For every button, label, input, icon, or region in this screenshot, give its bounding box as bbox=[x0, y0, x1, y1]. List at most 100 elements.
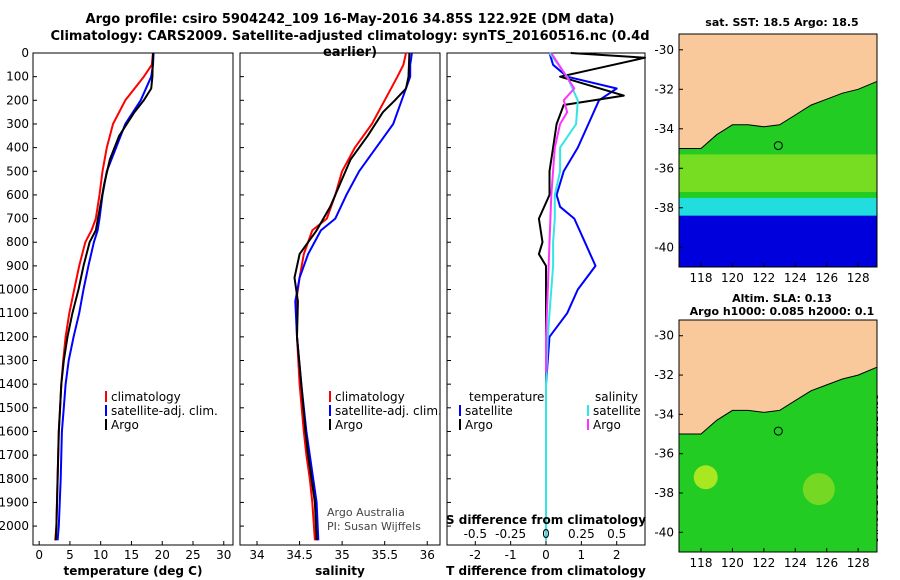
x2-tick-label: -0.25 bbox=[495, 527, 526, 541]
x-tick-label: 0 bbox=[542, 548, 550, 562]
sst-lon-label: 120 bbox=[721, 271, 744, 285]
legend-salinity-heading: salinity bbox=[595, 390, 638, 404]
legend-argo-0-label: Argo bbox=[111, 418, 139, 432]
legend-argo-1-swatch bbox=[329, 419, 331, 430]
x-tick-label: 35.5 bbox=[371, 548, 398, 562]
legend-temperature-heading: temperature bbox=[469, 390, 544, 404]
chart-title-line1: Argo profile: csiro 5904242_109 16-May-2… bbox=[85, 12, 615, 27]
x-tick-label: -1 bbox=[505, 548, 517, 562]
legend-argo-1-label: Argo bbox=[335, 418, 363, 432]
sst-map-frame bbox=[678, 33, 878, 268]
x-tick-label: 2 bbox=[613, 548, 621, 562]
legend-satellite-0-swatch bbox=[105, 405, 107, 416]
sla-map-title-1: Altim. SLA: 0.13 bbox=[732, 292, 832, 305]
sla-lat-label: -40 bbox=[654, 525, 674, 539]
legend-sal-satellite-swatch bbox=[587, 405, 589, 416]
sla-lon-label: 118 bbox=[690, 556, 713, 570]
x-axis-label: T difference from climatology bbox=[446, 564, 646, 578]
x-tick-label: 35 bbox=[334, 548, 349, 562]
sst-warm-band bbox=[679, 154, 877, 192]
y-tick-label: 1800 bbox=[0, 472, 29, 486]
panel-note-2: PI: Susan Wijffels bbox=[327, 520, 421, 533]
plot-frame-0 bbox=[32, 52, 234, 546]
y-tick-label: 1100 bbox=[0, 306, 29, 320]
sla-lon-label: 122 bbox=[752, 556, 775, 570]
legend-sal-satellite-label: satellite bbox=[593, 404, 641, 418]
sst-lat-label: -38 bbox=[654, 201, 674, 215]
x2-tick-label: 0.25 bbox=[568, 527, 595, 541]
series-line-2-3 bbox=[545, 52, 576, 373]
y-tick-label: 700 bbox=[6, 212, 29, 226]
series-line-1-0 bbox=[295, 52, 407, 541]
sla-lat-label: -30 bbox=[654, 329, 674, 343]
sla-high-patch-2 bbox=[802, 473, 835, 506]
sst-lon-label: 126 bbox=[815, 271, 838, 285]
x-tick-label: 30 bbox=[216, 548, 231, 562]
sst-lon-label: 128 bbox=[847, 271, 870, 285]
y-tick-label: 1000 bbox=[0, 283, 29, 297]
x-tick-label: 5 bbox=[66, 548, 74, 562]
y-tick-label: 800 bbox=[6, 235, 29, 249]
sla-lon-label: 124 bbox=[784, 556, 807, 570]
y-tick-label: 1300 bbox=[0, 354, 29, 368]
x-tick-label: 0 bbox=[35, 548, 43, 562]
series-line-0-2 bbox=[54, 52, 154, 541]
legend-temp-satellite-label: satellite bbox=[465, 404, 513, 418]
y-tick-label: 1700 bbox=[0, 448, 29, 462]
sla-lat-label: -36 bbox=[654, 447, 674, 461]
legend-climatology-0-swatch bbox=[105, 391, 107, 402]
y-tick-label: 1400 bbox=[0, 377, 29, 391]
sst-cold-band bbox=[679, 215, 877, 267]
sla-map-land bbox=[678, 319, 878, 435]
legend-temp-satellite-swatch bbox=[459, 405, 461, 416]
y-tick-label: 1500 bbox=[0, 401, 29, 415]
sst-map-land bbox=[678, 33, 878, 149]
x-tick-label: 1 bbox=[578, 548, 586, 562]
series-line-0-0 bbox=[54, 52, 154, 541]
sst-lat-label: -30 bbox=[654, 43, 674, 57]
sst-cool-band bbox=[679, 197, 877, 220]
x-tick-label: 20 bbox=[155, 548, 170, 562]
x-tick-label: -2 bbox=[469, 548, 481, 562]
x-tick-label: 34 bbox=[249, 548, 264, 562]
sst-lon-label: 124 bbox=[784, 271, 807, 285]
y-tick-label: 0 bbox=[21, 46, 29, 60]
x-tick-label: 25 bbox=[185, 548, 200, 562]
sla-lat-label: -32 bbox=[654, 368, 674, 382]
x-tick-label: 34.5 bbox=[286, 548, 313, 562]
y-tick-label: 2000 bbox=[0, 519, 29, 533]
y-tick-label: 900 bbox=[6, 259, 29, 273]
sst-float-marker bbox=[773, 141, 783, 151]
y-tick-label: 600 bbox=[6, 188, 29, 202]
sst-lon-label: 122 bbox=[752, 271, 775, 285]
x-tick-label: 36 bbox=[420, 548, 435, 562]
legend-satellite-1-label: satellite-adj. clim. bbox=[335, 404, 442, 418]
sst-lat-label: -32 bbox=[654, 82, 674, 96]
legend-sal-argo-label: Argo bbox=[593, 418, 621, 432]
series-line-2-2 bbox=[545, 52, 579, 541]
sla-lon-label: 128 bbox=[847, 556, 870, 570]
legend-temp-argo-swatch bbox=[459, 419, 461, 430]
x2-tick-label: -0.5 bbox=[464, 527, 487, 541]
sla-lat-label: -34 bbox=[654, 407, 674, 421]
sla-lon-label: 120 bbox=[721, 556, 744, 570]
legend-climatology-1-swatch bbox=[329, 391, 331, 402]
y-tick-label: 400 bbox=[6, 141, 29, 155]
sla-lon-label: 126 bbox=[815, 556, 838, 570]
y-tick-label: 100 bbox=[6, 70, 29, 84]
series-line-0-1 bbox=[56, 52, 155, 541]
x-axis-label: temperature (deg C) bbox=[64, 564, 203, 578]
sla-map-title-2: Argo h1000: 0.085 h2000: 0.1 bbox=[689, 305, 875, 318]
legend-satellite-0-label: satellite-adj. clim. bbox=[111, 404, 218, 418]
x-tick-label: 15 bbox=[124, 548, 139, 562]
x-tick-label: 10 bbox=[93, 548, 108, 562]
sst-lon-label: 118 bbox=[690, 271, 713, 285]
legend-temp-argo-label: Argo bbox=[465, 418, 493, 432]
x-axis-label: salinity bbox=[315, 564, 365, 578]
y-tick-label: 1600 bbox=[0, 424, 29, 438]
sst-map-title: sat. SST: 18.5 Argo: 18.5 bbox=[705, 16, 859, 29]
sla-high-patch bbox=[693, 465, 718, 490]
y-tick-label: 200 bbox=[6, 93, 29, 107]
legend-argo-0-swatch bbox=[105, 419, 107, 430]
sst-lat-label: -36 bbox=[654, 161, 674, 175]
